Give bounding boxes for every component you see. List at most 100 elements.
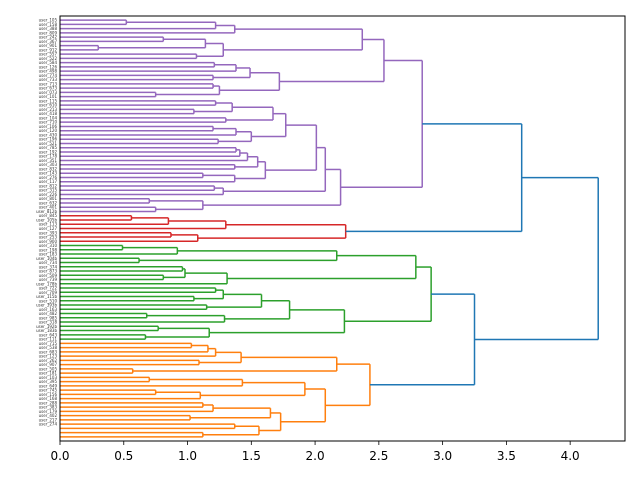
leaf-label: user_393	[39, 230, 58, 235]
leaf-label: user_510	[39, 298, 58, 303]
leaf-label: user_196	[39, 137, 58, 142]
leaf-label: user_111	[39, 337, 58, 342]
leaf-label: user_127	[39, 226, 58, 231]
leaf-label: user_310	[39, 243, 58, 248]
leaf-label: user_253	[39, 235, 58, 240]
leaf-label: user_388	[39, 26, 58, 31]
leaf-label: user_274	[39, 422, 58, 427]
x-axis: 0.0 0.5 1.0 1.5 2.0 2.5 3.0 3.5 4.0	[50, 441, 580, 463]
leaf-label: user_156	[39, 392, 58, 397]
leaf-label: user_498	[39, 69, 58, 74]
leaf-label: user_912	[39, 47, 58, 52]
leaf-label: user_073	[39, 90, 58, 95]
leaf-label: user_106	[39, 124, 58, 129]
leaf-label: user_722	[39, 286, 58, 291]
leaf-label: user_505	[39, 366, 58, 371]
dendrogram-links	[60, 19, 599, 438]
leaf-label: user_845	[39, 213, 58, 218]
leaf-label: user_482	[39, 311, 58, 316]
leaf-label: user_101	[39, 94, 58, 99]
leaf-label: user_179	[39, 409, 58, 414]
leaf-label: user_745	[39, 388, 58, 393]
leaf-label: user_113	[39, 222, 58, 227]
leaf-labels: user_105user_158user_388user_809user_242…	[36, 18, 57, 427]
leaf-label: user_401	[39, 205, 58, 210]
x-tick-label: 3.5	[497, 449, 516, 463]
leaf-label: user_192	[39, 149, 58, 154]
leaf-label: user_318	[39, 320, 58, 325]
leaf-label: user_713	[39, 81, 58, 86]
leaf-label: user_584	[39, 60, 58, 65]
leaf-label: user_178b	[36, 281, 57, 286]
x-tick-label: 1.5	[242, 449, 261, 463]
x-tick-label: 0.0	[50, 449, 69, 463]
leaf-label: user_213	[39, 107, 58, 112]
leaf-label: user_812	[39, 183, 58, 188]
leaf-label: user_907	[39, 362, 58, 367]
leaf-label: user_632	[39, 200, 58, 205]
leaf-label: user_383	[39, 405, 58, 410]
leaf-label: user_832	[39, 166, 58, 171]
leaf-label: user_183b	[36, 328, 57, 333]
leaf-label: user_739	[39, 277, 58, 282]
leaf-label: user_901	[39, 43, 58, 48]
leaf-label: user_374	[39, 264, 58, 269]
plot-frame	[59, 15, 626, 442]
leaf-label: user_643	[39, 332, 58, 337]
leaf-label: user_522	[39, 56, 58, 61]
leaf-label: user_367	[39, 39, 58, 44]
leaf-label: user_649	[39, 383, 58, 388]
leaf-label: user_521	[39, 141, 58, 146]
leaf-label: user_117	[39, 179, 58, 184]
leaf-label: user_315	[39, 188, 58, 193]
leaf-label: user_126	[39, 64, 58, 69]
leaf-label: user_217	[39, 417, 58, 422]
leaf-label: user_143	[39, 171, 58, 176]
leaf-label: user_900	[39, 239, 58, 244]
leaf-label: user_198	[39, 247, 58, 252]
leaf-label: user_168	[39, 396, 58, 401]
leaf-label: user_103	[39, 375, 58, 380]
leaf-label: user_985	[39, 315, 58, 320]
leaf-label: user_183	[39, 252, 58, 257]
leaf-label: user_163	[39, 307, 58, 312]
leaf-label: user_801	[39, 196, 58, 201]
leaf-label: user_104b	[36, 256, 57, 261]
leaf-label: user_812b	[36, 209, 57, 214]
leaf-label: user_226	[39, 192, 58, 197]
leaf-label: user_123	[39, 354, 58, 359]
leaf-label: user_242	[39, 35, 58, 40]
leaf-label: user_288	[39, 400, 58, 405]
leaf-label: user_785	[39, 145, 58, 150]
leaf-label: user_710	[39, 120, 58, 125]
leaf-label: user_303	[39, 162, 58, 167]
x-tick-label: 3.0	[433, 449, 452, 463]
leaf-label: user_715	[39, 341, 58, 346]
leaf-label: user_105b	[36, 217, 57, 222]
leaf-label: user_418	[39, 111, 58, 116]
leaf-label: user_178	[39, 154, 58, 159]
leaf-label: user_683	[39, 349, 58, 354]
x-tick-label: 2.0	[306, 449, 325, 463]
leaf-label: user_120	[39, 128, 58, 133]
leaf-label: user_393b	[36, 303, 57, 308]
x-tick-label: 0.5	[114, 449, 133, 463]
leaf-label: user_774	[39, 73, 58, 78]
leaf-label: user_509	[39, 273, 58, 278]
leaf-label: user_430	[39, 132, 58, 137]
leaf-label: user_557	[39, 52, 58, 57]
leaf-label: user_351	[39, 158, 58, 163]
leaf-label: user_733	[39, 77, 58, 82]
leaf-label: user_192b	[36, 324, 57, 329]
leaf-label: user_262	[39, 358, 58, 363]
leaf-label: user_115b	[36, 294, 57, 299]
leaf-label: user_104	[39, 115, 58, 120]
leaf-label: user_115	[39, 98, 58, 103]
leaf-label: user_673	[39, 86, 58, 91]
x-tick-label: 4.0	[561, 449, 580, 463]
leaf-label: user_610	[39, 103, 58, 108]
leaf-label: user_538	[39, 345, 58, 350]
leaf-label: user_276	[39, 175, 58, 180]
leaf-label: user_181	[39, 371, 58, 376]
